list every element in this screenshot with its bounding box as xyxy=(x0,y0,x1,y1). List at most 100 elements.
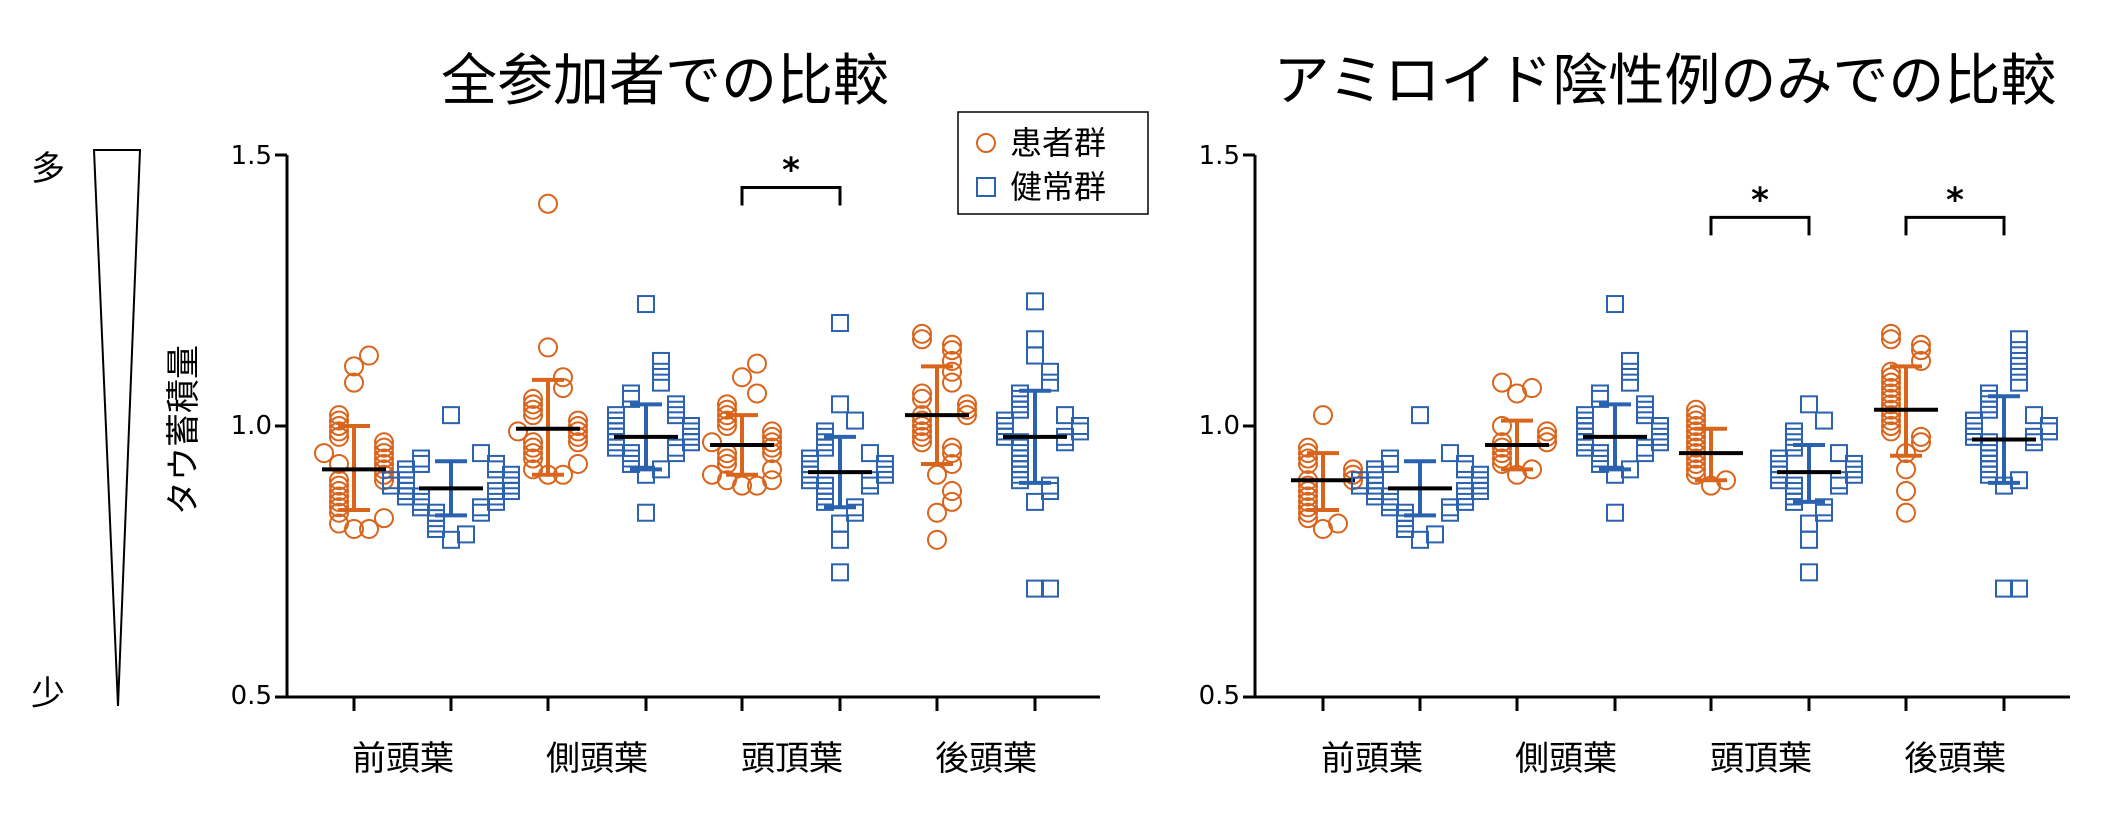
data-point-square xyxy=(472,498,490,517)
data-point-square xyxy=(801,465,819,484)
data-point-circle xyxy=(1911,432,1931,453)
data-point-circle xyxy=(523,443,543,464)
data-point-square xyxy=(682,422,700,441)
data-point-square xyxy=(1591,389,1609,408)
data-point-square xyxy=(1845,465,1863,484)
data-point-circle xyxy=(1881,383,1901,404)
data-point-circle xyxy=(1881,361,1901,382)
data-point-square xyxy=(1830,471,1848,490)
data-point-square xyxy=(682,433,700,452)
data-point-square xyxy=(1426,525,1444,544)
category-label-parietal: 頭頂葉 xyxy=(1710,739,1812,779)
data-point-circle xyxy=(1896,502,1916,523)
data-point-circle xyxy=(1911,350,1931,371)
data-point-circle xyxy=(329,481,349,502)
data-point-square xyxy=(1026,330,1044,349)
data-point-square xyxy=(1381,487,1399,506)
data-point-circle xyxy=(1313,405,1333,426)
data-point-square xyxy=(831,514,849,533)
data-point-circle xyxy=(374,508,394,529)
data-point-square xyxy=(1591,444,1609,463)
data-point-circle xyxy=(1298,475,1318,496)
category-label-frontal: 前頭葉 xyxy=(1321,739,1423,779)
data-point-square xyxy=(1621,351,1639,370)
data-point-circle xyxy=(314,443,334,464)
data-point-square xyxy=(1381,449,1399,468)
data-point-square xyxy=(397,476,415,495)
data-point-square xyxy=(1785,422,1803,441)
data-point-square xyxy=(487,460,505,479)
chart-all-participants: 全参加者での比較 タウ蓄積量 1.5 1.0 0.5 前頭葉 側頭葉 頭頂葉 後… xyxy=(164,49,1100,779)
y-tick-label-0-5: 0.5 xyxy=(1199,681,1240,711)
legend: 患者群 健常群 xyxy=(957,111,1149,215)
data-point-circle xyxy=(1492,372,1512,393)
data-point-circle xyxy=(1537,432,1557,453)
data-point-square xyxy=(1785,476,1803,495)
data-point-square xyxy=(2010,351,2028,370)
data-point-square xyxy=(1576,411,1594,430)
scale-wedge xyxy=(92,149,142,707)
data-point-square xyxy=(487,482,505,501)
data-point-square xyxy=(1026,579,1044,598)
data-point-square xyxy=(1800,514,1818,533)
data-point-square xyxy=(1011,471,1029,490)
data-point-circle xyxy=(1537,421,1557,442)
data-point-square xyxy=(442,406,460,425)
data-point-circle xyxy=(717,410,737,431)
data-point-square xyxy=(1770,454,1788,473)
data-point-square xyxy=(472,503,490,522)
data-point-square xyxy=(861,471,879,490)
data-point-circle xyxy=(523,432,543,453)
data-point-circle xyxy=(329,497,349,518)
data-point-square xyxy=(2010,341,2028,360)
data-point-circle xyxy=(762,470,782,491)
data-point-circle xyxy=(329,502,349,523)
data-point-circle xyxy=(523,394,543,415)
data-point-circle xyxy=(912,432,932,453)
data-point-square xyxy=(2010,579,2028,598)
data-point-square xyxy=(1471,465,1489,484)
data-point-square xyxy=(487,492,505,511)
data-point-square xyxy=(1381,498,1399,517)
data-point-circle xyxy=(374,443,394,464)
data-point-square xyxy=(1965,411,1983,430)
data-point-square xyxy=(1980,438,1998,457)
data-point-circle xyxy=(927,529,947,550)
data-point-circle xyxy=(553,367,573,388)
chart-title: 全参加者での比較 xyxy=(441,49,889,114)
data-point-square xyxy=(1041,579,1059,598)
data-point-square xyxy=(622,454,640,473)
data-point-square xyxy=(1785,438,1803,457)
data-point-circle xyxy=(1492,453,1512,474)
data-point-square xyxy=(1980,449,1998,468)
data-point-circle xyxy=(344,372,364,393)
data-point-square xyxy=(1651,417,1669,435)
y-tick-label-1-0: 1.0 xyxy=(231,411,272,441)
data-point-square xyxy=(1011,465,1029,484)
data-point-circle xyxy=(344,518,364,539)
data-point-square xyxy=(1845,454,1863,473)
data-point-square xyxy=(652,373,670,392)
data-point-square xyxy=(667,395,685,414)
y-tick-label-1-0: 1.0 xyxy=(1199,411,1240,441)
data-point-square xyxy=(1441,503,1459,522)
data-point-square xyxy=(1011,449,1029,468)
data-point-square xyxy=(1770,449,1788,468)
data-point-circle xyxy=(717,448,737,469)
data-point-circle xyxy=(1686,405,1706,426)
y-axis-label: タウ蓄積量 xyxy=(164,345,204,515)
data-point-circle xyxy=(359,345,379,366)
data-point-square xyxy=(427,509,445,528)
data-point-square xyxy=(412,487,430,506)
data-point-square xyxy=(1471,476,1489,495)
data-point-circle xyxy=(1298,448,1318,469)
data-point-circle xyxy=(942,437,962,458)
data-point-circle xyxy=(942,372,962,393)
data-point-square xyxy=(1591,384,1609,403)
data-point-square xyxy=(1591,449,1609,468)
data-point-square xyxy=(2010,330,2028,349)
data-point-circle xyxy=(329,453,349,474)
data-point-circle xyxy=(1881,405,1901,426)
